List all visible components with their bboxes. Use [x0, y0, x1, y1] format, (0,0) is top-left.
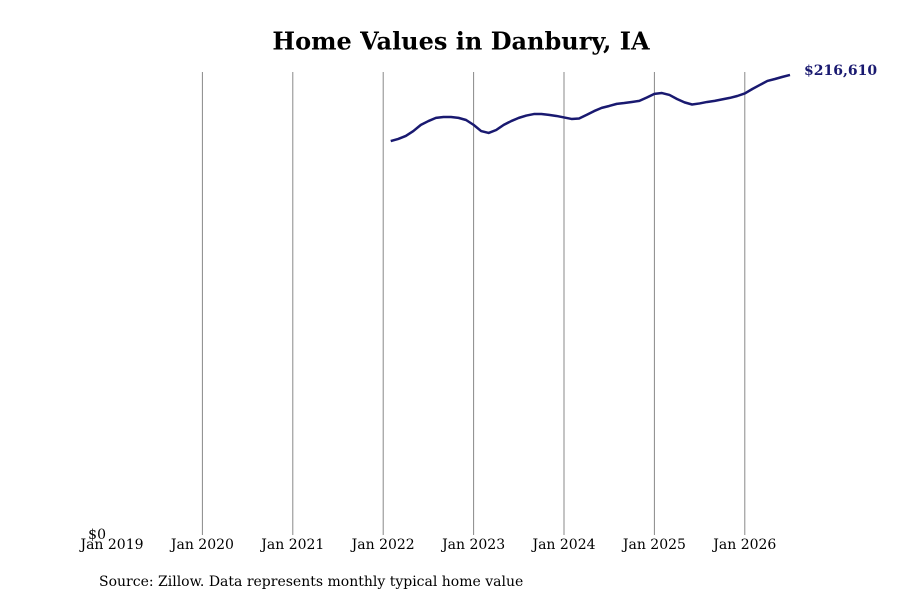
x-tick-label: Jan 2020: [169, 537, 234, 553]
x-tick-label: Jan 2025: [621, 537, 686, 553]
source-note: Source: Zillow. Data represents monthly …: [99, 574, 523, 590]
x-tick-label: Jan 2019: [78, 537, 143, 553]
x-tick-label: Jan 2024: [530, 537, 595, 553]
data-line: [390, 73, 791, 143]
y-tick-label: $0: [88, 527, 106, 543]
value-label: $216,610: [804, 63, 877, 79]
x-tick-label: Jan 2021: [259, 537, 324, 553]
x-tick-label: Jan 2022: [350, 537, 415, 553]
x-tick-label: Jan 2023: [440, 537, 505, 553]
x-tick-label: Jan 2026: [711, 537, 776, 553]
chart-title: Home Values in Danbury, IA: [272, 27, 650, 56]
